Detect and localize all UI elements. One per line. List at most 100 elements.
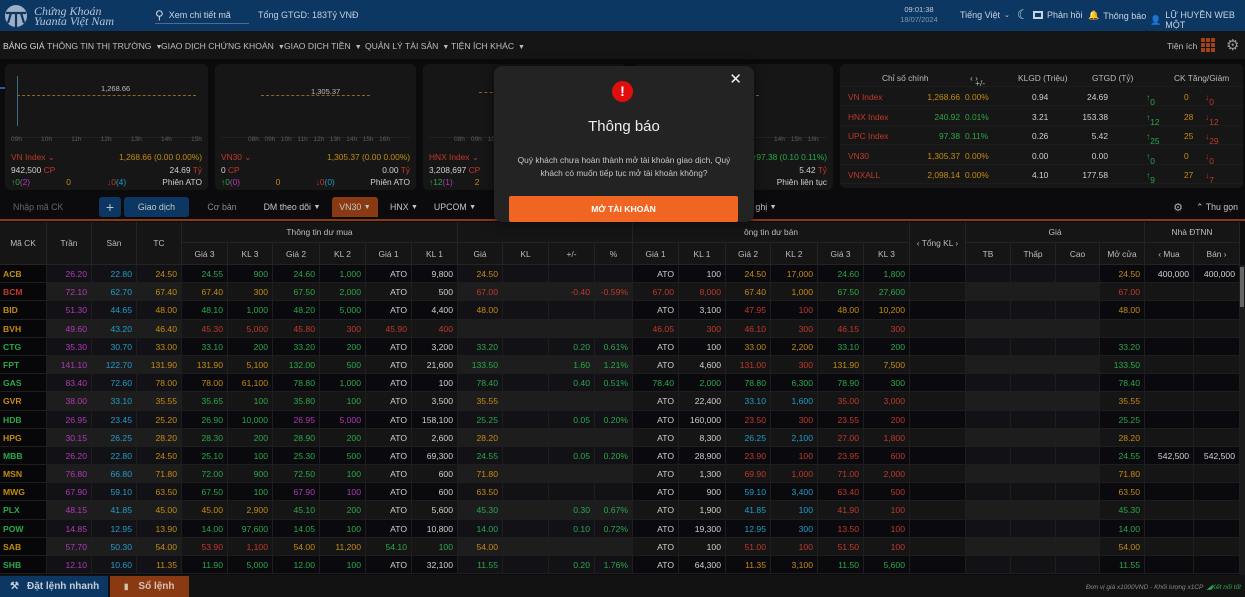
order-book-button[interactable]: ▮ Sổ lệnh (110, 576, 189, 597)
nav-cash-trading[interactable]: GIAO DỊCH TIỀN ▼ (284, 41, 362, 51)
symbol-search-input[interactable]: ⚲ Xem chi tiết mã (155, 6, 249, 24)
symbol-cell[interactable]: BID (0, 301, 47, 320)
cell--mua: 400,000 (1145, 265, 1194, 284)
symbol-cell[interactable]: FPT (0, 355, 47, 375)
nav-asset-management[interactable]: QUẢN LÝ TÀI SẢN ▼ (365, 41, 449, 51)
close-icon[interactable]: ✕ (729, 71, 742, 88)
index-name[interactable]: HNX Index ⌄ (429, 152, 479, 162)
cell-gi-3: 131.90 (818, 355, 864, 375)
symbol-input[interactable]: Nhập mã CK (13, 202, 64, 212)
symbol-cell[interactable]: SHB (0, 556, 47, 575)
summary-row[interactable]: HNX Index 240.92 0.01% 3.21 153.38 ↑ 12 … (840, 107, 1243, 127)
settings-gear-icon[interactable]: ⚙ (1226, 37, 1240, 54)
quick-order-button[interactable]: ⚒ Đặt lệnh nhanh (0, 576, 108, 597)
cell-m-c-a: 71.80 (1100, 465, 1145, 484)
table-row[interactable]: MBB 26.20 22.80 24.50 25.10 100 25.30 500 ATO 69,… (0, 446, 1240, 466)
table-row[interactable]: HPG 30.15 26.25 28.20 28.30 200 28.90 200 ATO 2,6… (0, 428, 1240, 447)
table-row[interactable]: MWG 67.90 59.10 63.50 67.50 100 67.90 100 ATO 600… (0, 483, 1240, 502)
index-name[interactable]: VNXALL (848, 170, 881, 180)
open-account-button[interactable]: MỞ TÀI KHOẢN (509, 196, 738, 222)
cell-gi-: 63.50 (458, 483, 503, 502)
table-row[interactable]: SAB 57.70 50.30 54.00 53.90 1,100 54.00 11,200 5… (0, 537, 1240, 556)
tab-basic[interactable]: Cơ bản (207, 202, 237, 212)
collapse-button[interactable]: ⌃ Thu gọn (1195, 201, 1239, 213)
index-name[interactable]: VN30 ⌄ (221, 152, 252, 162)
cell--: 0.51% (595, 374, 633, 393)
table-row[interactable]: GAS 83.40 72.60 78.00 78.00 61,100 78.80 1,000 A… (0, 374, 1240, 393)
symbol-cell[interactable]: CTG (0, 337, 47, 356)
table-row[interactable]: POW 14.85 12.95 13.90 14.00 97,600 14.05 100 ATO… (0, 519, 1240, 538)
summary-row[interactable]: VN Index 1,268.66 0.00% 0.94 24.69 ↑ 0 0… (840, 87, 1243, 107)
table-scrollbar[interactable] (1240, 265, 1245, 575)
symbol-cell[interactable]: HDB (0, 410, 47, 429)
cell--t-ng-kl- (910, 465, 966, 484)
index-card-vn30[interactable]: 1,305.37 08h 09h 10h 11h 12h 13h 14h 15h 16h VN3… (215, 64, 416, 190)
tab-watchlist[interactable]: DM theo dõi ▼ (263, 202, 321, 212)
table-row[interactable]: SHB 12.10 10.60 11.35 11.90 5,000 12.00 100 ATO 3… (0, 556, 1240, 575)
table-row[interactable]: CTG 35.30 30.70 33.00 33.10 200 33.20 200 ATO 3,2… (0, 337, 1240, 356)
cell--t-ng-kl- (910, 428, 966, 447)
cell-gi- (458, 319, 503, 338)
nav-other-utilities[interactable]: TIỆN ÍCH KHÁC ▼ (451, 41, 525, 51)
table-row[interactable]: HDB 26.95 23.45 25.20 26.90 10,000 26.95 5,000 A… (0, 410, 1240, 429)
feedback-button[interactable]: Phản hồi (1033, 10, 1083, 20)
nav-securities-trading[interactable]: GIAO DỊCH CHỨNG KHOÁN ▼ (161, 41, 285, 51)
table-row[interactable]: FPT 141.10 122.70 131.90 131.90 5,100 132.00 50… (0, 355, 1240, 375)
summary-row[interactable]: VN30 1,305.37 0.00% 0.00 0.00 ↑ 0 0 ↓ 0 (840, 146, 1243, 166)
summary-row[interactable]: VNXALL 2,098.14 0.00% 4.10 177.58 ↑ 9 27… (840, 165, 1243, 185)
symbol-cell[interactable]: HPG (0, 428, 47, 447)
col-header: KL 3 (864, 243, 910, 265)
brand-logo[interactable]: Chứng Khoán Yuanta Việt Nam (4, 3, 149, 29)
tab-upcom[interactable]: UPCOM ▼ (433, 202, 477, 212)
symbol-cell[interactable]: ACB (0, 265, 47, 284)
nav-price-board[interactable]: BẢNG GIÁ (3, 41, 45, 51)
symbol-cell[interactable]: MSN (0, 465, 47, 484)
tab-hnx[interactable]: HNX ▼ (390, 202, 418, 212)
trade-button[interactable]: Giao dịch (124, 197, 189, 217)
cell-b-n- (1194, 428, 1240, 447)
tab-suggested[interactable]: ghị ▼ (755, 202, 777, 212)
symbol-cell[interactable]: GAS (0, 374, 47, 393)
summary-row[interactable]: UPC Index 97.38 0.11% 0.26 5.42 ↑ 25 25 … (840, 126, 1243, 146)
tab-vn30[interactable]: VN30 ▼ (332, 197, 378, 217)
nav-market-info[interactable]: THÔNG TIN THỊ TRƯỜNG ▼ (47, 41, 162, 51)
index-name[interactable]: VN Index ⌄ (11, 152, 55, 162)
index-name[interactable]: UPC Index (848, 131, 889, 141)
cell-kl-3: 300 (864, 319, 910, 338)
index-change-pct: 0.00% (965, 170, 989, 180)
table-row[interactable]: ACB 26.20 22.80 24.50 24.55 900 24.60 1,000 ATO 9… (0, 265, 1240, 284)
index-volume: 0.26 (1032, 131, 1049, 141)
cell-cao (1056, 537, 1100, 556)
cell--: 0.30 (549, 501, 595, 520)
table-row[interactable]: BID 51.30 44.65 48.00 48.10 1,000 48.20 5,000 AT… (0, 301, 1240, 320)
table-row[interactable]: PLX 48.15 41.85 45.00 45.00 2,900 45.10 200 ATO 5… (0, 501, 1240, 520)
symbol-cell[interactable]: SAB (0, 537, 47, 556)
table-row[interactable]: BCM 72.10 62.70 67.40 67.40 300 67.50 2,000 ATO 5… (0, 283, 1240, 302)
cell-gi-1: ATO (366, 355, 412, 375)
symbol-cell[interactable]: MBB (0, 446, 47, 466)
utilities-button[interactable]: Tiện ích (1167, 41, 1197, 51)
dark-mode-moon-icon[interactable]: ☾ (1017, 7, 1029, 22)
cell-m-c-a (1100, 319, 1145, 338)
apps-grid-icon[interactable] (1201, 38, 1215, 52)
cell-kl-1: 3,100 (679, 301, 726, 320)
symbol-cell[interactable]: MWG (0, 483, 47, 502)
index-name[interactable]: HNX Index (848, 111, 889, 122)
index-card-vnindex[interactable]: 1,268.66 09h 10h 11h 12h 13h 14h 15h VN Index … (5, 64, 208, 190)
user-menu[interactable]: 👤 LỮ HUYỀN WEB MỘT (1150, 10, 1245, 30)
symbol-cell[interactable]: POW (0, 519, 47, 538)
table-row[interactable]: BVH 49.60 43.20 46.40 45.30 5,000 45.80 300 45.9… (0, 319, 1240, 338)
cell-tc: 48.00 (137, 301, 182, 320)
symbol-cell[interactable]: PLX (0, 501, 47, 520)
symbol-cell[interactable]: BCM (0, 283, 47, 302)
symbol-cell[interactable]: BVH (0, 319, 47, 338)
table-row[interactable]: GVR 38.00 33.10 35.55 35.65 100 35.80 100 ATO 3,5… (0, 392, 1240, 411)
language-select[interactable]: Tiếng Việt ⌄ (960, 10, 1010, 20)
table-row[interactable]: MSN 76.80 66.80 71.80 72.00 900 72.50 100 ATO 600… (0, 465, 1240, 484)
index-name[interactable]: VN30 (848, 150, 869, 161)
notifications-button[interactable]: 🔔 Thông báo (1088, 10, 1146, 21)
add-symbol-button[interactable]: + (99, 197, 121, 217)
symbol-cell[interactable]: GVR (0, 392, 47, 411)
index-name[interactable]: VN Index (848, 92, 883, 102)
table-settings-icon[interactable]: ⚙ (1173, 201, 1183, 214)
